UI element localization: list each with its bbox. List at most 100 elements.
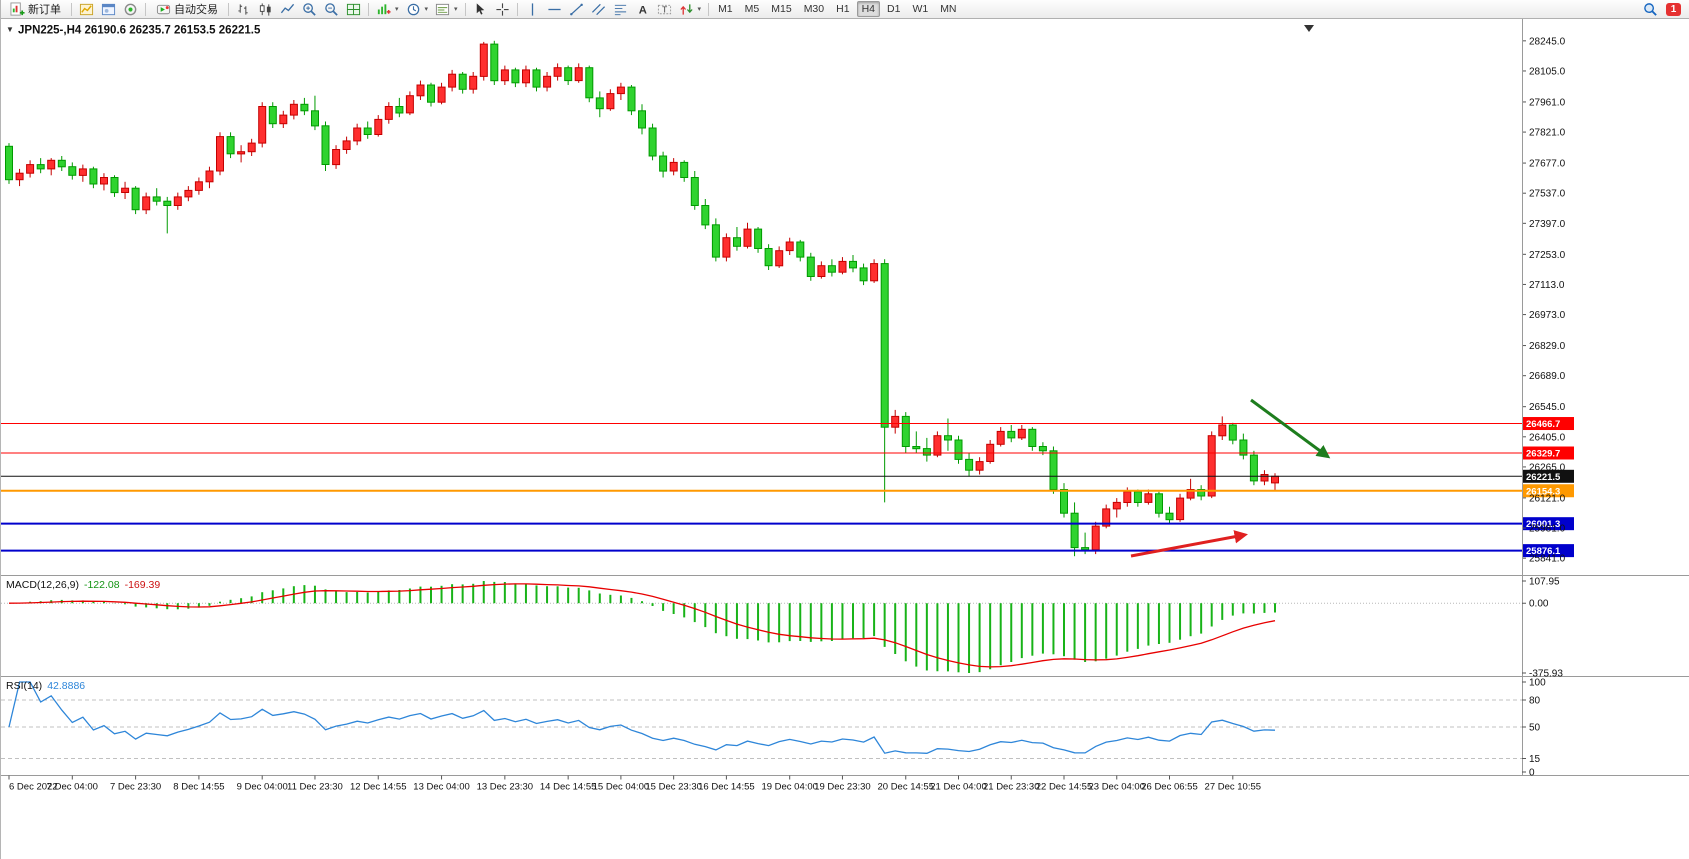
tile-windows-button[interactable] <box>343 1 364 18</box>
price-level-badge <box>1523 469 1574 483</box>
timeframe-m1[interactable]: M1 <box>718 3 733 15</box>
cursor-icon <box>476 2 484 15</box>
text-label-button[interactable]: T <box>654 1 675 18</box>
toolbar-separator <box>516 2 518 16</box>
periods-button[interactable]: ▾ <box>403 1 432 18</box>
candle <box>448 73 457 88</box>
price-level-badge <box>1523 484 1574 498</box>
symbol-collapse-icon[interactable]: ▼ <box>6 25 14 34</box>
channel-icon <box>591 3 605 15</box>
autotrading-button[interactable]: 自动交易 <box>150 1 224 18</box>
price-tick-label: 27537.0 <box>1529 189 1566 200</box>
charts-button[interactable] <box>76 1 97 18</box>
indicators-button[interactable]: ▾ <box>373 1 402 18</box>
timeframe-m5[interactable]: M5 <box>744 3 760 15</box>
vertical-line-button[interactable] <box>522 1 543 18</box>
fibonacci-button[interactable] <box>610 1 631 18</box>
notification-badge[interactable]: 1 <box>1666 2 1681 16</box>
chart-shift-marker[interactable] <box>1304 25 1314 32</box>
candle <box>690 177 699 206</box>
autotrading-label: 自动交易 <box>174 4 218 16</box>
zoom-out-button[interactable] <box>321 1 342 18</box>
macd-axis-tick: 107.95 <box>1529 577 1560 588</box>
zoom-in-button[interactable] <box>299 1 320 18</box>
timeframe-m30[interactable]: M30 <box>803 3 825 15</box>
timeframe-h1[interactable]: H1 <box>836 3 850 15</box>
crosshair-button[interactable] <box>492 1 513 18</box>
price-level-badge-text: 26329.7 <box>1526 449 1560 460</box>
candle <box>142 196 151 211</box>
line-chart-button[interactable] <box>277 1 298 18</box>
chart-symbol-ohlc-label: JPN225-,H4 26190.6 26235.7 26153.5 26221… <box>18 25 261 37</box>
candle <box>500 69 509 82</box>
indicators-icon <box>377 3 391 14</box>
rsi-axis-tick: 50 <box>1529 723 1541 734</box>
text-button[interactable]: A <box>632 1 653 18</box>
candle <box>1260 474 1269 482</box>
price-level-badge <box>1523 544 1574 558</box>
new-order-label: 新订单 <box>28 4 61 16</box>
new-order-button[interactable]: 新订单 <box>4 1 67 18</box>
search-button[interactable] <box>1640 1 1661 18</box>
timeframe-m15[interactable]: M15 <box>771 3 792 15</box>
candle <box>606 93 615 110</box>
candle <box>711 224 720 258</box>
candle <box>1186 489 1195 499</box>
bar-chart-button[interactable] <box>233 1 254 18</box>
price-tick-label: 27677.0 <box>1529 159 1566 170</box>
price-tick-label: 28105.0 <box>1529 66 1566 77</box>
candle <box>595 97 604 110</box>
timeframe-d1[interactable]: D1 <box>887 3 901 15</box>
candlestick-chart-button[interactable] <box>255 1 276 18</box>
arrows-icon <box>679 3 693 15</box>
profile-button[interactable] <box>98 1 119 18</box>
candle <box>785 241 794 252</box>
time-axis-label: 15 Dec 23:30 <box>645 782 702 793</box>
arrows-button[interactable]: ▾ <box>676 1 705 18</box>
candle <box>384 106 393 120</box>
candle <box>1228 424 1237 441</box>
timeframe-w1[interactable]: W1 <box>912 3 929 15</box>
candle <box>110 177 119 194</box>
green-down-arrow[interactable] <box>1250 398 1331 459</box>
cursor-button[interactable] <box>470 1 491 18</box>
candle <box>57 159 66 168</box>
rsi-line <box>8 681 1276 754</box>
candle <box>806 256 815 278</box>
channel-button[interactable] <box>588 1 609 18</box>
candle <box>15 172 24 181</box>
candle <box>680 161 689 178</box>
candle <box>996 430 1005 445</box>
candle <box>5 145 13 181</box>
time-axis-label: 6 Dec 2022 <box>9 782 58 793</box>
chart-area[interactable]: 26466.7 26329.7 26221.5 26154.3 26001.3 25876… <box>1 19 1689 859</box>
red-up-arrow[interactable] <box>1130 530 1248 558</box>
candle <box>1218 424 1227 437</box>
candle <box>522 69 530 84</box>
timeframe-h4[interactable]: H4 <box>856 1 880 17</box>
candle <box>722 237 731 258</box>
candle <box>332 149 341 166</box>
templates-button[interactable]: ▾ <box>432 1 461 18</box>
record-button[interactable] <box>120 1 141 18</box>
candle <box>427 84 435 103</box>
svg-text:T: T <box>662 4 667 14</box>
candle <box>26 164 35 174</box>
crosshair-icon <box>495 2 509 16</box>
candle <box>912 446 921 450</box>
candle <box>933 435 942 456</box>
candle <box>1165 512 1174 521</box>
candle <box>1007 430 1016 439</box>
candle <box>775 250 784 267</box>
candle <box>342 140 351 151</box>
macd-label: MACD(12,26,9) -122.08 -169.39 <box>6 579 160 591</box>
timeframe-mn[interactable]: MN <box>940 3 957 15</box>
horizontal-line-button[interactable] <box>544 1 565 18</box>
candle <box>216 136 224 172</box>
candle <box>1197 489 1206 497</box>
time-axis-label: 14 Dec 14:55 <box>540 782 597 793</box>
candle <box>237 151 246 155</box>
trendline-button[interactable] <box>566 1 587 18</box>
candle <box>437 86 446 103</box>
